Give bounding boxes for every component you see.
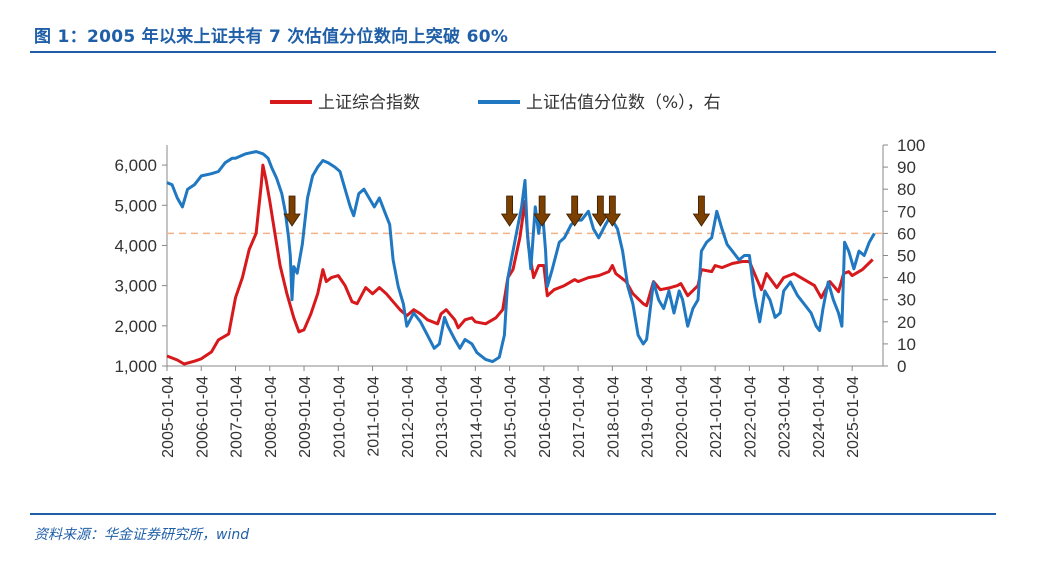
x-tick-label: 2005-01-04 <box>160 376 177 458</box>
x-tick-label: 2008-01-04 <box>263 376 280 458</box>
y-right-tick-label: 70 <box>897 202 916 221</box>
y-left-tick-label: 3,000 <box>114 277 157 296</box>
y-left-tick-label: 1,000 <box>114 357 157 376</box>
breakout-arrow-icon <box>603 195 622 227</box>
x-tick-label: 2014-01-04 <box>468 376 485 458</box>
breakout-arrow-icon <box>692 195 711 227</box>
y-right-tick-label: 10 <box>897 335 916 354</box>
legend-label: 上证估值分位数（%），右 <box>526 93 721 113</box>
y-left-tick-label: 5,000 <box>114 196 157 215</box>
x-tick-label: 2022-01-04 <box>742 376 759 458</box>
x-tick-label: 2009-01-04 <box>297 376 314 458</box>
legend: 上证综合指数 上证估值分位数（%），右 <box>270 93 721 113</box>
x-tick-label: 2010-01-04 <box>331 376 348 458</box>
x-tick-label: 2025-01-04 <box>845 376 862 458</box>
breakout-arrow-icon <box>283 195 301 227</box>
breakout-arrows <box>283 195 711 227</box>
y-right-tick-label: 0 <box>897 357 906 376</box>
x-tick-label: 2019-01-04 <box>640 376 657 458</box>
x-tick-label: 2020-01-04 <box>674 376 691 458</box>
source-note: 资料来源：华金证券研究所，wind <box>34 527 250 543</box>
breakout-arrow-icon <box>591 195 610 227</box>
y-right-tick-label: 90 <box>897 158 916 177</box>
y-right-tick-label: 50 <box>897 247 916 266</box>
y-right-tick-label: 80 <box>897 180 916 199</box>
breakout-arrow-icon <box>533 195 551 227</box>
x-tick-label: 2012-01-04 <box>400 376 417 458</box>
x-tick-label: 2013-01-04 <box>434 376 451 458</box>
y-left-tick-label: 4,000 <box>114 236 157 255</box>
breakout-arrow-icon <box>500 195 519 227</box>
x-tick-label: 2018-01-04 <box>605 376 622 458</box>
y-right-tick-label: 20 <box>897 313 916 332</box>
x-tick-label: 2023-01-04 <box>777 376 794 458</box>
x-tick-label: 2015-01-04 <box>503 376 520 458</box>
series-line-valuation <box>166 150 876 364</box>
series-line-index <box>166 163 874 366</box>
y-right-tick-label: 60 <box>897 224 916 243</box>
y-right-tick-label: 100 <box>897 136 925 155</box>
legend-label: 上证综合指数 <box>318 93 420 113</box>
y-left-tick-label: 2,000 <box>114 317 157 336</box>
x-tick-label: 2011-01-04 <box>366 376 383 457</box>
series-group <box>166 150 876 366</box>
y-left-tick-label: 6,000 <box>114 156 157 175</box>
x-tick-label: 2017-01-04 <box>571 376 588 458</box>
bottom-divider <box>30 513 996 515</box>
x-tick-label: 2016-01-04 <box>537 376 554 458</box>
breakout-arrow-icon <box>565 195 584 227</box>
x-tick-label: 2006-01-04 <box>194 376 211 458</box>
y-right-tick-label: 30 <box>897 291 916 310</box>
x-tick-label: 2024-01-04 <box>811 376 828 458</box>
top-divider <box>30 51 996 53</box>
y-right-tick-label: 40 <box>897 269 916 288</box>
axes: 1,000 2,000 3,000 4,000 5,000 6,000 0 10 20 30 40 5… <box>114 136 925 458</box>
x-tick-label: 2007-01-04 <box>229 376 246 458</box>
figure-title: 图 1：2005 年以来上证共有 7 次估值分位数向上突破 60% <box>34 27 509 47</box>
x-tick-label: 2021-01-04 <box>708 376 725 458</box>
